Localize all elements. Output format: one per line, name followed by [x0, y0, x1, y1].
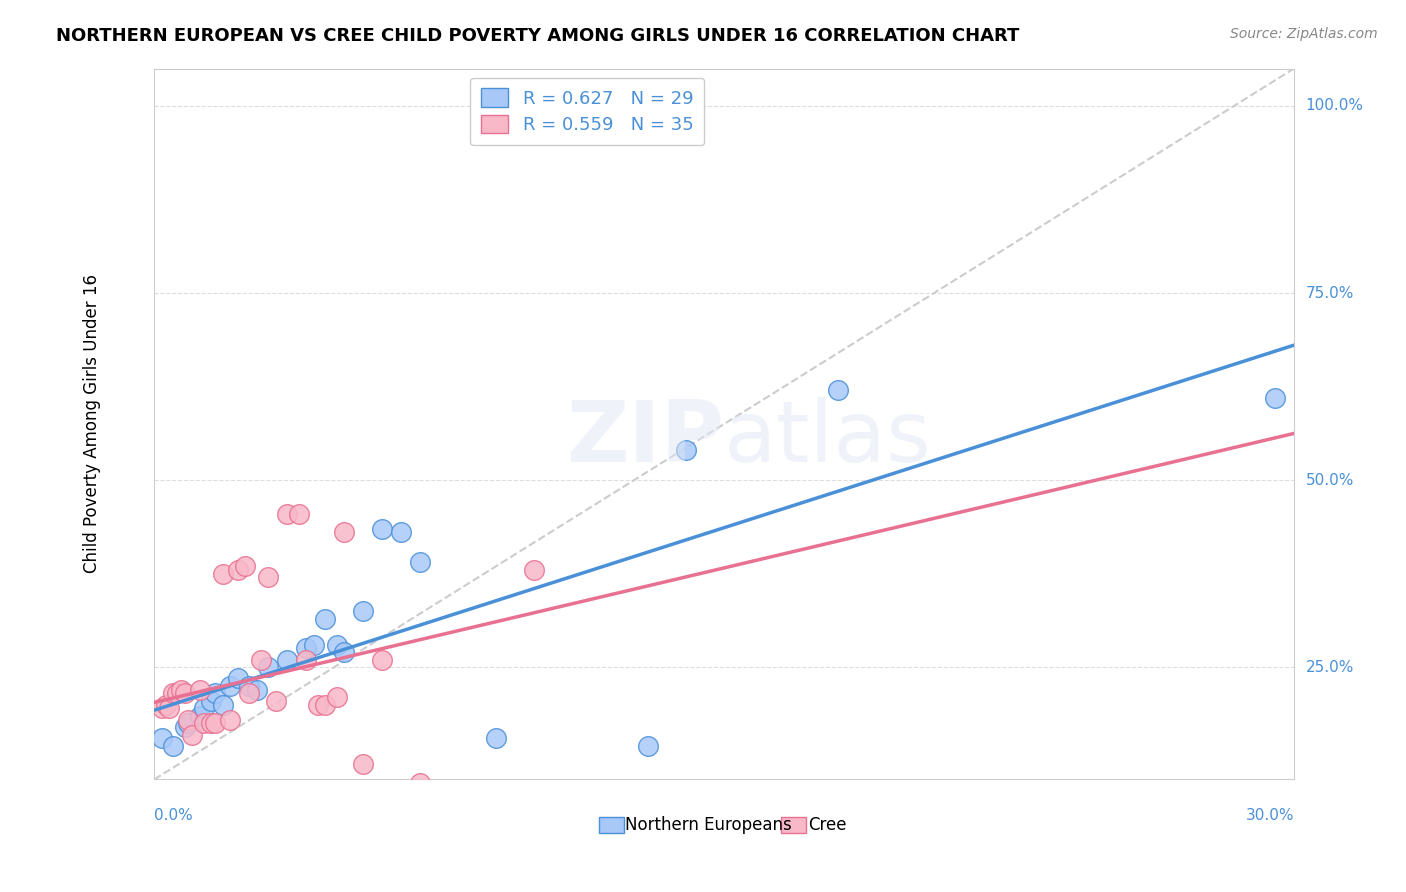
Point — [162, 686, 184, 700]
Point — [371, 522, 394, 536]
Point — [219, 713, 242, 727]
Point — [307, 698, 329, 712]
Point — [200, 716, 222, 731]
Point — [409, 556, 432, 570]
Point — [155, 698, 177, 712]
Point — [150, 731, 173, 746]
Point — [238, 679, 260, 693]
Point — [325, 638, 347, 652]
Point — [200, 694, 222, 708]
Point — [238, 686, 260, 700]
Point — [1264, 391, 1286, 405]
Point — [276, 653, 298, 667]
Text: 0.0%: 0.0% — [155, 808, 193, 823]
Point — [389, 783, 412, 797]
Text: 30.0%: 30.0% — [1246, 808, 1294, 823]
Point — [333, 645, 356, 659]
Point — [352, 604, 374, 618]
Point — [295, 641, 318, 656]
FancyBboxPatch shape — [599, 817, 624, 833]
Text: Cree: Cree — [808, 816, 846, 834]
Point — [314, 698, 336, 712]
Text: Source: ZipAtlas.com: Source: ZipAtlas.com — [1230, 27, 1378, 41]
Point — [314, 611, 336, 625]
Text: NORTHERN EUROPEAN VS CREE CHILD POVERTY AMONG GIRLS UNDER 16 CORRELATION CHART: NORTHERN EUROPEAN VS CREE CHILD POVERTY … — [56, 27, 1019, 45]
Point — [226, 563, 249, 577]
Point — [177, 713, 200, 727]
Legend: R = 0.627   N = 29, R = 0.559   N = 35: R = 0.627 N = 29, R = 0.559 N = 35 — [471, 78, 704, 145]
Text: 50.0%: 50.0% — [1305, 473, 1354, 488]
Point — [287, 507, 309, 521]
Text: ZIP: ZIP — [567, 397, 724, 480]
Point — [246, 682, 269, 697]
Point — [637, 739, 659, 753]
Text: 25.0%: 25.0% — [1305, 660, 1354, 674]
Point — [211, 566, 233, 581]
Point — [302, 638, 325, 652]
Point — [219, 679, 242, 693]
Point — [561, 798, 583, 813]
Point — [211, 698, 233, 712]
Point — [325, 690, 347, 705]
Point — [204, 686, 226, 700]
Point — [173, 720, 195, 734]
Point — [485, 731, 508, 746]
Point — [193, 701, 215, 715]
Point — [523, 563, 546, 577]
Point — [181, 727, 204, 741]
Point — [193, 716, 215, 731]
Point — [409, 776, 432, 790]
Point — [264, 694, 287, 708]
Point — [276, 507, 298, 521]
Point — [333, 525, 356, 540]
Point — [295, 653, 318, 667]
Point — [162, 739, 184, 753]
Point — [170, 682, 193, 697]
Text: Northern Europeans: Northern Europeans — [624, 816, 792, 834]
Point — [177, 716, 200, 731]
Point — [188, 682, 211, 697]
Point — [352, 757, 374, 772]
Text: atlas: atlas — [724, 397, 932, 480]
Point — [257, 570, 280, 584]
Point — [150, 701, 173, 715]
Point — [675, 443, 697, 458]
FancyBboxPatch shape — [782, 817, 806, 833]
Text: 100.0%: 100.0% — [1305, 98, 1364, 113]
Point — [204, 716, 226, 731]
Point — [249, 653, 271, 667]
Point — [226, 672, 249, 686]
Point — [371, 653, 394, 667]
Text: 75.0%: 75.0% — [1305, 285, 1354, 301]
Point — [188, 709, 211, 723]
Point — [827, 384, 849, 398]
Point — [173, 686, 195, 700]
Point — [235, 559, 257, 574]
Point — [159, 701, 181, 715]
Text: Child Poverty Among Girls Under 16: Child Poverty Among Girls Under 16 — [83, 275, 101, 574]
Point — [166, 686, 188, 700]
Point — [257, 660, 280, 674]
Point — [389, 525, 412, 540]
